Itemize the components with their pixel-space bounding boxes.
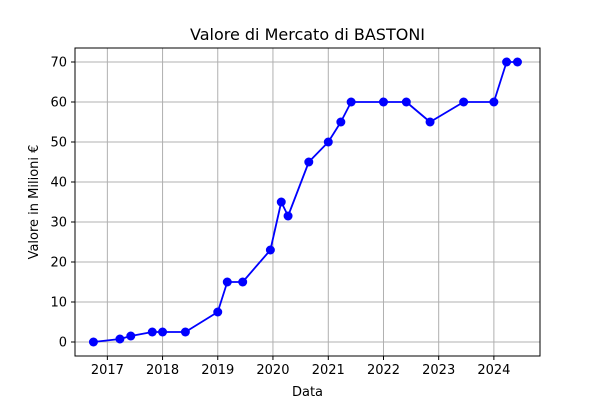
y-tick-label: 10 [50, 296, 67, 311]
data-point [158, 327, 168, 337]
plot-frame [74, 47, 541, 357]
data-point [378, 97, 388, 107]
data-point [346, 97, 356, 107]
x-tick-label: 2022 [367, 363, 400, 378]
x-tick-label: 2021 [312, 363, 345, 378]
data-point [283, 211, 293, 221]
data-point [401, 97, 411, 107]
x-tick-label: 2017 [91, 363, 124, 378]
x-axis-label: Data [292, 385, 323, 400]
chart-title: Valore di Mercato di BASTONI [190, 25, 425, 44]
y-tick-label: 40 [50, 176, 67, 191]
series-line [93, 61, 518, 343]
y-tick-label: 20 [50, 256, 67, 271]
y-tick-label: 50 [50, 136, 67, 151]
y-tick-label: 70 [50, 56, 67, 71]
data-point [238, 277, 248, 287]
data-point [512, 57, 522, 67]
data-point [502, 57, 512, 67]
x-tick-label: 2020 [256, 363, 289, 378]
data-point [489, 97, 499, 107]
x-tick-label: 2019 [201, 363, 234, 378]
data-point [222, 277, 232, 287]
data-point [336, 117, 346, 127]
y-tick-label: 0 [59, 336, 67, 351]
x-axis-ticks: 2017 2018 2019 2020 2021 2022 2023 2024 [91, 356, 510, 378]
data-point [265, 245, 275, 255]
data-point [213, 307, 223, 317]
x-tick-label: 2018 [146, 363, 179, 378]
data-point [459, 97, 469, 107]
x-tick-label: 2023 [422, 363, 455, 378]
y-tick-label: 30 [50, 216, 67, 231]
data-point [126, 331, 136, 341]
data-point [276, 197, 286, 207]
grid-lines [75, 48, 540, 356]
x-tick-label: 2024 [477, 363, 510, 378]
data-point [88, 337, 98, 347]
y-axis-ticks: 0 10 20 30 40 50 60 70 [50, 56, 75, 351]
data-point [115, 334, 125, 344]
series-layer [88, 57, 522, 347]
data-point [304, 157, 314, 167]
y-axis-label: Valore in Milioni € [27, 145, 42, 260]
data-point [323, 137, 333, 147]
data-point [147, 327, 157, 337]
y-tick-label: 60 [50, 96, 67, 111]
data-point [180, 327, 190, 337]
data-point [425, 117, 435, 127]
